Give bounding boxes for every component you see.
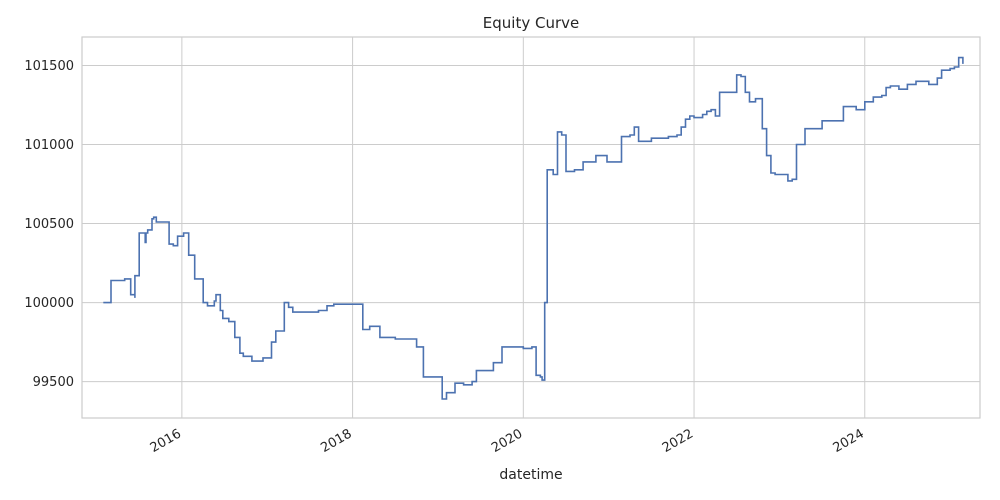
y-tick-labels: 99500 100000 100500 101000 101500 <box>24 59 74 390</box>
y-tick-label: 101500 <box>24 59 74 74</box>
chart-title: Equity Curve <box>483 14 579 32</box>
x-axis-label: datetime <box>499 467 562 483</box>
grid-lines <box>82 37 980 418</box>
y-tick-label: 100000 <box>24 296 74 311</box>
series-lines <box>103 56 964 400</box>
y-tick-label: 101000 <box>24 138 74 153</box>
plot-frame <box>81 36 981 419</box>
y-tick-label: 100500 <box>24 217 74 232</box>
equity-series-line <box>103 56 964 400</box>
y-tick-label: 99500 <box>33 375 74 390</box>
